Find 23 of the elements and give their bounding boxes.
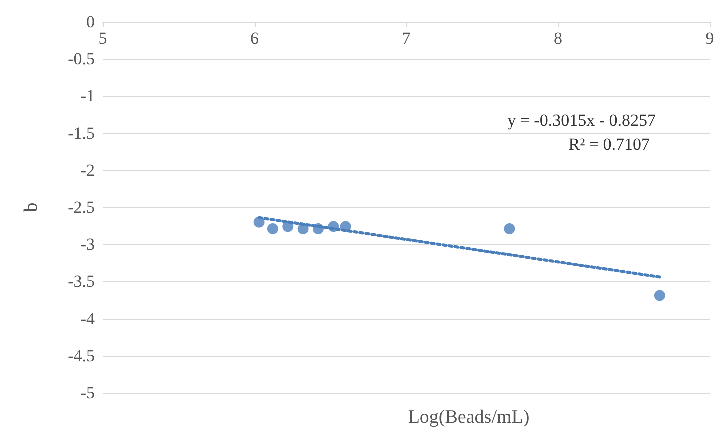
x-tick-label: 9 xyxy=(706,29,714,48)
annotation: R² = 0.7107 xyxy=(568,135,650,154)
x-tick-label: 7 xyxy=(402,29,412,48)
y-tick-label: -3 xyxy=(80,235,95,254)
annotation: y = -0.3015x - 0.8257 xyxy=(508,111,656,130)
x-tick-label: 6 xyxy=(250,29,259,48)
x-axis-title: Log(Beads/mL) xyxy=(408,407,530,428)
y-tick-label: -2.5 xyxy=(68,198,95,217)
y-tick-label: -0.5 xyxy=(68,50,95,69)
y-tick-label: -4.5 xyxy=(68,346,95,366)
x-tick-label: 5 xyxy=(98,29,108,48)
point xyxy=(654,290,666,302)
y-axis-title: b xyxy=(21,202,42,212)
point xyxy=(267,224,278,235)
y-tick-label: 0 xyxy=(86,12,95,32)
x-tick-label: 8 xyxy=(554,29,562,48)
y-tick-label: -4 xyxy=(80,309,96,328)
y-tick-label: -3.5 xyxy=(68,272,95,292)
y-tick-label: -1 xyxy=(80,86,95,106)
y-tick-label: -1.5 xyxy=(68,124,95,143)
y-tick-label: -5 xyxy=(80,384,95,402)
y-tick-label: -2 xyxy=(80,160,95,180)
point xyxy=(504,224,516,235)
